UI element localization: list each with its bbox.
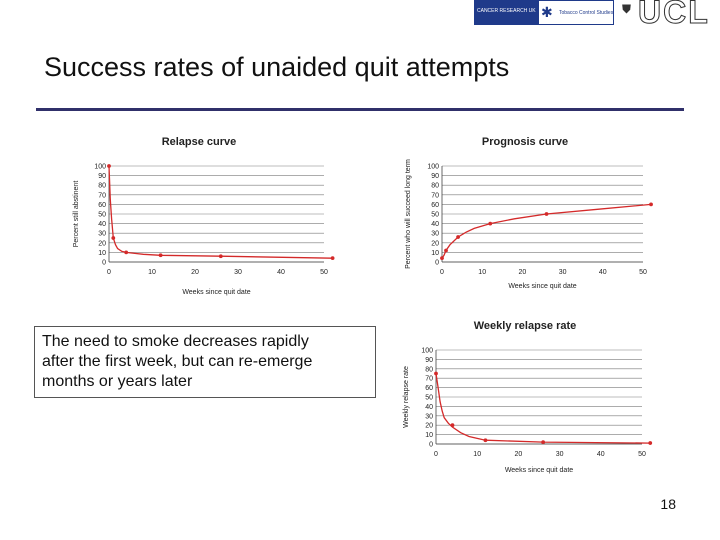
x-tick-label: 40	[597, 451, 605, 458]
data-point	[444, 248, 448, 253]
y-tick-label: 50	[431, 212, 439, 219]
weekly-relapse-rate-chart: Weekly relapse rate 0 10 20 30 40 50 60 70 80 90 10…	[403, 320, 653, 474]
ucl-logo: UCL	[638, 0, 710, 31]
y-tick-label: 80	[425, 366, 433, 373]
data-point	[649, 202, 653, 207]
x-tick-label: 20	[519, 269, 527, 276]
y-tick-label: 10	[431, 250, 439, 257]
y-axis-label: Percent still abstinent	[73, 181, 80, 248]
data-point	[544, 212, 549, 216]
y-tick-label: 0	[102, 260, 106, 267]
page-number: 18	[660, 496, 676, 512]
callout-box: The need to smoke decreases rapidly afte…	[34, 326, 376, 398]
data-point	[107, 164, 111, 168]
shield-icon: ⛊	[622, 2, 632, 16]
x-tick-label: 30	[234, 269, 242, 276]
y-tick-label: 100	[421, 348, 433, 355]
x-tick-label: 10	[478, 269, 486, 276]
data-point	[488, 221, 493, 226]
y-tick-label: 60	[425, 385, 433, 392]
data-point	[158, 253, 163, 258]
callout-line: after the first week, but can re-emerge	[42, 353, 313, 370]
y-tick-label: 50	[425, 395, 433, 402]
x-axis-label: Weeks since quit date	[508, 283, 576, 290]
y-tick-label: 60	[431, 202, 439, 209]
x-tick-label: 50	[638, 451, 646, 458]
data-point	[450, 423, 455, 428]
x-tick-label: 30	[559, 269, 567, 276]
data-point	[124, 250, 129, 255]
y-axis-label: Percent who will succeed long term	[405, 159, 412, 269]
centre-logo: ✱ Tobacco Control Studies	[538, 0, 614, 25]
y-tick-label: 40	[98, 221, 106, 228]
data-point	[456, 235, 460, 239]
x-axis-label: Weeks since quit date	[182, 289, 250, 296]
x-tick-label: 50	[320, 269, 328, 276]
y-tick-label: 60	[98, 202, 106, 209]
x-tick-label: 0	[107, 269, 111, 276]
y-tick-label: 0	[429, 442, 433, 449]
data-point	[330, 256, 335, 261]
y-tick-label: 70	[98, 192, 106, 199]
x-tick-label: 10	[148, 269, 156, 276]
series-line	[108, 165, 333, 259]
callout-line: months or years later	[42, 373, 193, 390]
y-tick-label: 0	[435, 260, 439, 267]
x-tick-label: 40	[277, 269, 285, 276]
y-tick-label: 40	[431, 221, 439, 228]
chart-title: Prognosis curve	[482, 136, 568, 148]
y-tick-label: 90	[425, 357, 433, 364]
data-point	[218, 254, 223, 259]
y-tick-label: 70	[431, 192, 439, 199]
x-tick-label: 0	[434, 451, 438, 458]
data-point	[434, 371, 438, 376]
y-tick-label: 10	[425, 432, 433, 439]
data-point	[541, 440, 546, 445]
y-tick-label: 70	[425, 376, 433, 383]
x-tick-label: 10	[473, 451, 481, 458]
x-axis-label: Weeks since quit date	[505, 467, 573, 474]
x-tick-label: 0	[440, 269, 444, 276]
y-tick-label: 30	[431, 231, 439, 238]
y-axis-label: Weekly relapse rate	[403, 366, 410, 428]
y-tick-label: 20	[98, 240, 106, 247]
y-tick-label: 100	[94, 164, 106, 171]
title-rule	[36, 108, 684, 111]
data-point	[440, 256, 444, 261]
prognosis-curve-chart: Prognosis curve 0 10 20 30 40 50 60 70 80 90 100 0 10…	[405, 136, 653, 290]
x-tick-label: 20	[515, 451, 523, 458]
y-tick-label: 40	[425, 404, 433, 411]
data-point	[111, 236, 116, 240]
chart-title: Relapse curve	[162, 136, 237, 148]
data-point	[483, 438, 488, 443]
y-tick-label: 80	[431, 183, 439, 190]
y-tick-label: 50	[98, 212, 106, 219]
relapse-curve-chart: Relapse curve 0 10 20 30 40 50 60 70 80 90 100 0 10 20…	[73, 136, 335, 296]
y-tick-label: 30	[425, 413, 433, 420]
x-tick-label: 40	[599, 269, 607, 276]
y-tick-label: 100	[427, 164, 439, 171]
x-tick-label: 50	[639, 269, 647, 276]
logo-strip: CANCER RESEARCH UK ✱ Tobacco Control Stu…	[472, 0, 720, 31]
x-tick-label: 30	[556, 451, 564, 458]
series-line	[435, 373, 651, 444]
y-tick-label: 10	[98, 250, 106, 257]
slide-title: Success rates of unaided quit attempts	[44, 52, 510, 82]
y-tick-label: 20	[425, 423, 433, 430]
y-tick-label: 80	[98, 183, 106, 190]
x-tick-label: 20	[191, 269, 199, 276]
y-tick-label: 20	[431, 240, 439, 247]
cancer-research-logo: CANCER RESEARCH UK	[474, 0, 538, 25]
y-tick-label: 90	[98, 173, 106, 180]
snowflake-icon: ✱	[541, 4, 553, 20]
chart-title: Weekly relapse rate	[474, 320, 577, 332]
y-tick-label: 90	[431, 173, 439, 180]
y-tick-label: 30	[98, 231, 106, 238]
callout-line: The need to smoke decreases rapidly	[42, 333, 309, 350]
data-point	[648, 441, 653, 445]
